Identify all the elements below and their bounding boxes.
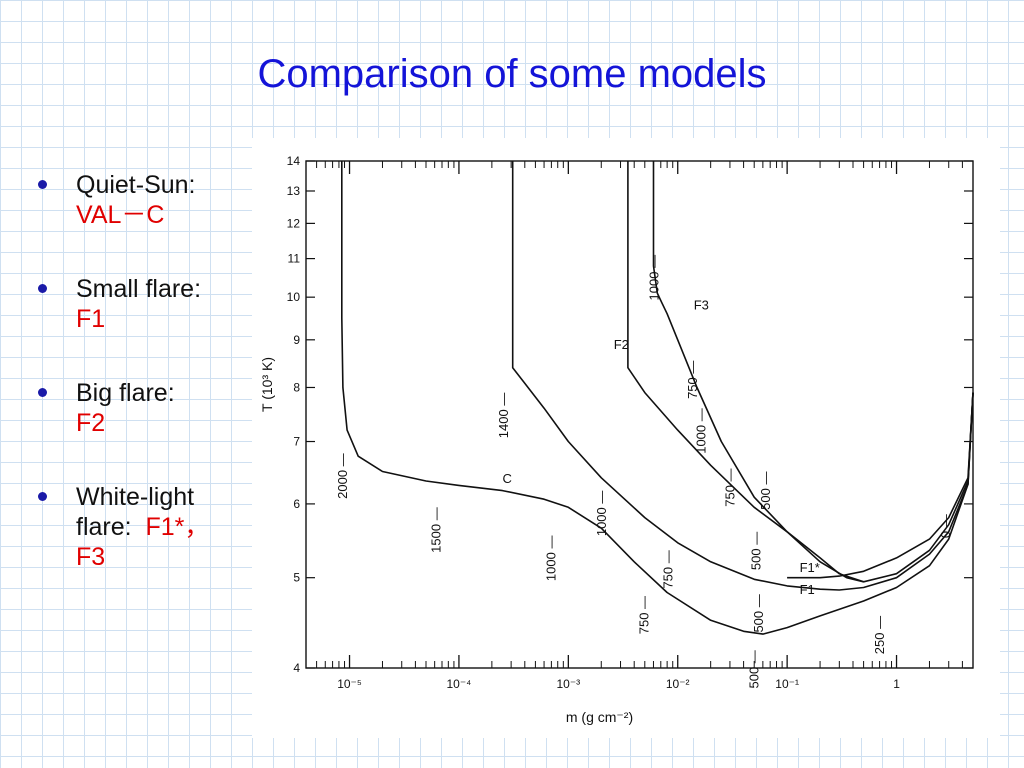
series-name-label: F1* <box>800 560 820 575</box>
height-mark-label: 1000 — <box>594 491 609 537</box>
y-tick-label: 9 <box>293 333 300 347</box>
y-tick-label: 14 <box>287 154 301 168</box>
x-tick-label: 10⁻¹ <box>775 677 799 691</box>
x-axis-label: m (g cm⁻²) <box>566 709 633 725</box>
height-mark-label: 1000 — <box>694 408 709 454</box>
bullet-dot-icon <box>38 492 47 501</box>
bullet-value: VAL－C <box>76 201 165 229</box>
bullet-dot-icon <box>38 388 47 397</box>
height-mark-label: 500 — <box>751 594 766 632</box>
y-axis-label: T (10³ K) <box>259 357 275 412</box>
height-mark-label: 750 — <box>723 468 738 506</box>
height-mark-label: 0 — <box>938 514 953 538</box>
bullet-value: F2 <box>76 409 106 437</box>
height-mark-label: 750 — <box>685 361 700 399</box>
y-tick-label: 10 <box>287 290 301 304</box>
bullet-dot-icon <box>38 284 47 293</box>
y-tick-label: 5 <box>293 571 300 585</box>
bullet-dot-icon <box>38 180 47 189</box>
bullet-label-part: flare: <box>76 513 132 541</box>
series-line-f2 <box>627 161 974 583</box>
height-mark-label: 500 — <box>758 472 773 510</box>
bullet-white-light-flare: White-light flare: F1*， F3 <box>34 482 254 572</box>
series-line-f3 <box>652 161 864 583</box>
bullet-quiet-sun: Quiet-Sun: VAL－C <box>34 170 254 230</box>
x-tick-label: 10⁻⁴ <box>447 677 472 691</box>
bullet-small-flare: Small flare: F1 <box>34 274 254 334</box>
bullet-label: Small flare: <box>76 275 202 303</box>
chart-frame <box>305 160 974 669</box>
series-name-label: F3 <box>694 297 709 312</box>
y-tick-label: 11 <box>288 252 301 266</box>
y-tick-label: 8 <box>293 380 300 394</box>
bullet-big-flare: Big flare: F2 <box>34 378 254 438</box>
y-tick-label: 12 <box>287 216 301 230</box>
height-mark-label: 2000 — <box>335 453 350 499</box>
bullet-label: Quiet-Sun: <box>76 171 196 199</box>
height-mark-label: 500 — <box>747 650 762 688</box>
height-mark-label: 750 — <box>661 550 676 588</box>
y-tick-label: 13 <box>287 184 301 198</box>
bullet-label: White-light <box>76 483 195 511</box>
plot-frame <box>305 160 974 669</box>
bullet-label-continued: flare: F1*， <box>76 512 254 542</box>
chart-labels: 4 5 6 7 8 9 10 11 12 13 14 10⁻⁵ 10⁻⁴ 10⁻³ 10⁻² 10⁻¹ 1 m (… <box>259 154 953 725</box>
series-line-f1 <box>511 161 974 591</box>
x-tick-label: 10⁻³ <box>556 677 580 691</box>
height-mark-label: 1000 — <box>647 255 662 301</box>
height-mark-label: 500 — <box>748 532 763 570</box>
bullet-label: Big flare: <box>76 379 175 407</box>
bullet-value: F1*， <box>145 513 210 541</box>
series-line-f1-star <box>787 392 974 579</box>
series-name-label: F1 <box>800 582 815 597</box>
series-name-label: F2 <box>614 337 629 352</box>
slide-title: Comparison of some models <box>257 52 767 96</box>
height-mark-label: 250 — <box>872 616 887 654</box>
bullet-list: Quiet-Sun: VAL－C Small flare: F1 Big fla… <box>34 170 254 616</box>
chart-panel: 4 5 6 7 8 9 10 11 12 13 14 10⁻⁵ 10⁻⁴ 10⁻³ 10⁻² 10⁻¹ 1 m (… <box>252 138 1000 738</box>
height-mark-label: 1400 — <box>496 393 511 439</box>
x-tick-label: 10⁻⁵ <box>337 677 362 691</box>
y-tick-label: 6 <box>293 497 300 511</box>
height-mark-label: 1000 — <box>543 536 558 582</box>
y-tick-label: 4 <box>293 661 300 675</box>
x-tick-label: 1 <box>893 677 900 691</box>
bullet-value: F1 <box>76 305 106 333</box>
x-tick-label: 10⁻² <box>666 677 690 691</box>
y-tick-label: 7 <box>293 435 300 449</box>
chart-curves <box>341 161 974 635</box>
bullet-value-continued: F3 <box>76 543 106 571</box>
height-mark-label: 1500 — <box>429 507 444 553</box>
temperature-column-mass-chart: 4 5 6 7 8 9 10 11 12 13 14 10⁻⁵ 10⁻⁴ 10⁻³ 10⁻² 10⁻¹ 1 m (… <box>259 154 974 725</box>
height-mark-label: 750 — <box>637 596 652 634</box>
series-name-label: C <box>502 471 511 486</box>
series-line-c <box>341 161 974 635</box>
